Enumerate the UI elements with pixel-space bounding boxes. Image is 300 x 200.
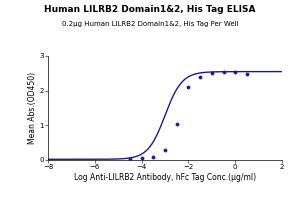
Y-axis label: Mean Abs.(OD450): Mean Abs.(OD450) — [28, 72, 37, 144]
Point — [233, 70, 238, 73]
Point — [139, 156, 144, 160]
Point — [221, 71, 226, 74]
Point — [198, 76, 203, 79]
Point — [163, 149, 167, 152]
Point — [209, 72, 214, 75]
Text: Human LILRB2 Domain1&2, His Tag ELISA: Human LILRB2 Domain1&2, His Tag ELISA — [44, 5, 256, 14]
Point — [128, 157, 132, 160]
Point — [244, 72, 249, 76]
X-axis label: Log Anti-LILRB2 Antibody, hFc Tag Conc.(μg/ml): Log Anti-LILRB2 Antibody, hFc Tag Conc.(… — [74, 173, 256, 182]
Point — [151, 155, 156, 158]
Point — [186, 86, 191, 89]
Point — [174, 123, 179, 126]
Text: 0.2μg Human LILRB2 Domain1&2, His Tag Per Well: 0.2μg Human LILRB2 Domain1&2, His Tag Pe… — [62, 21, 238, 27]
